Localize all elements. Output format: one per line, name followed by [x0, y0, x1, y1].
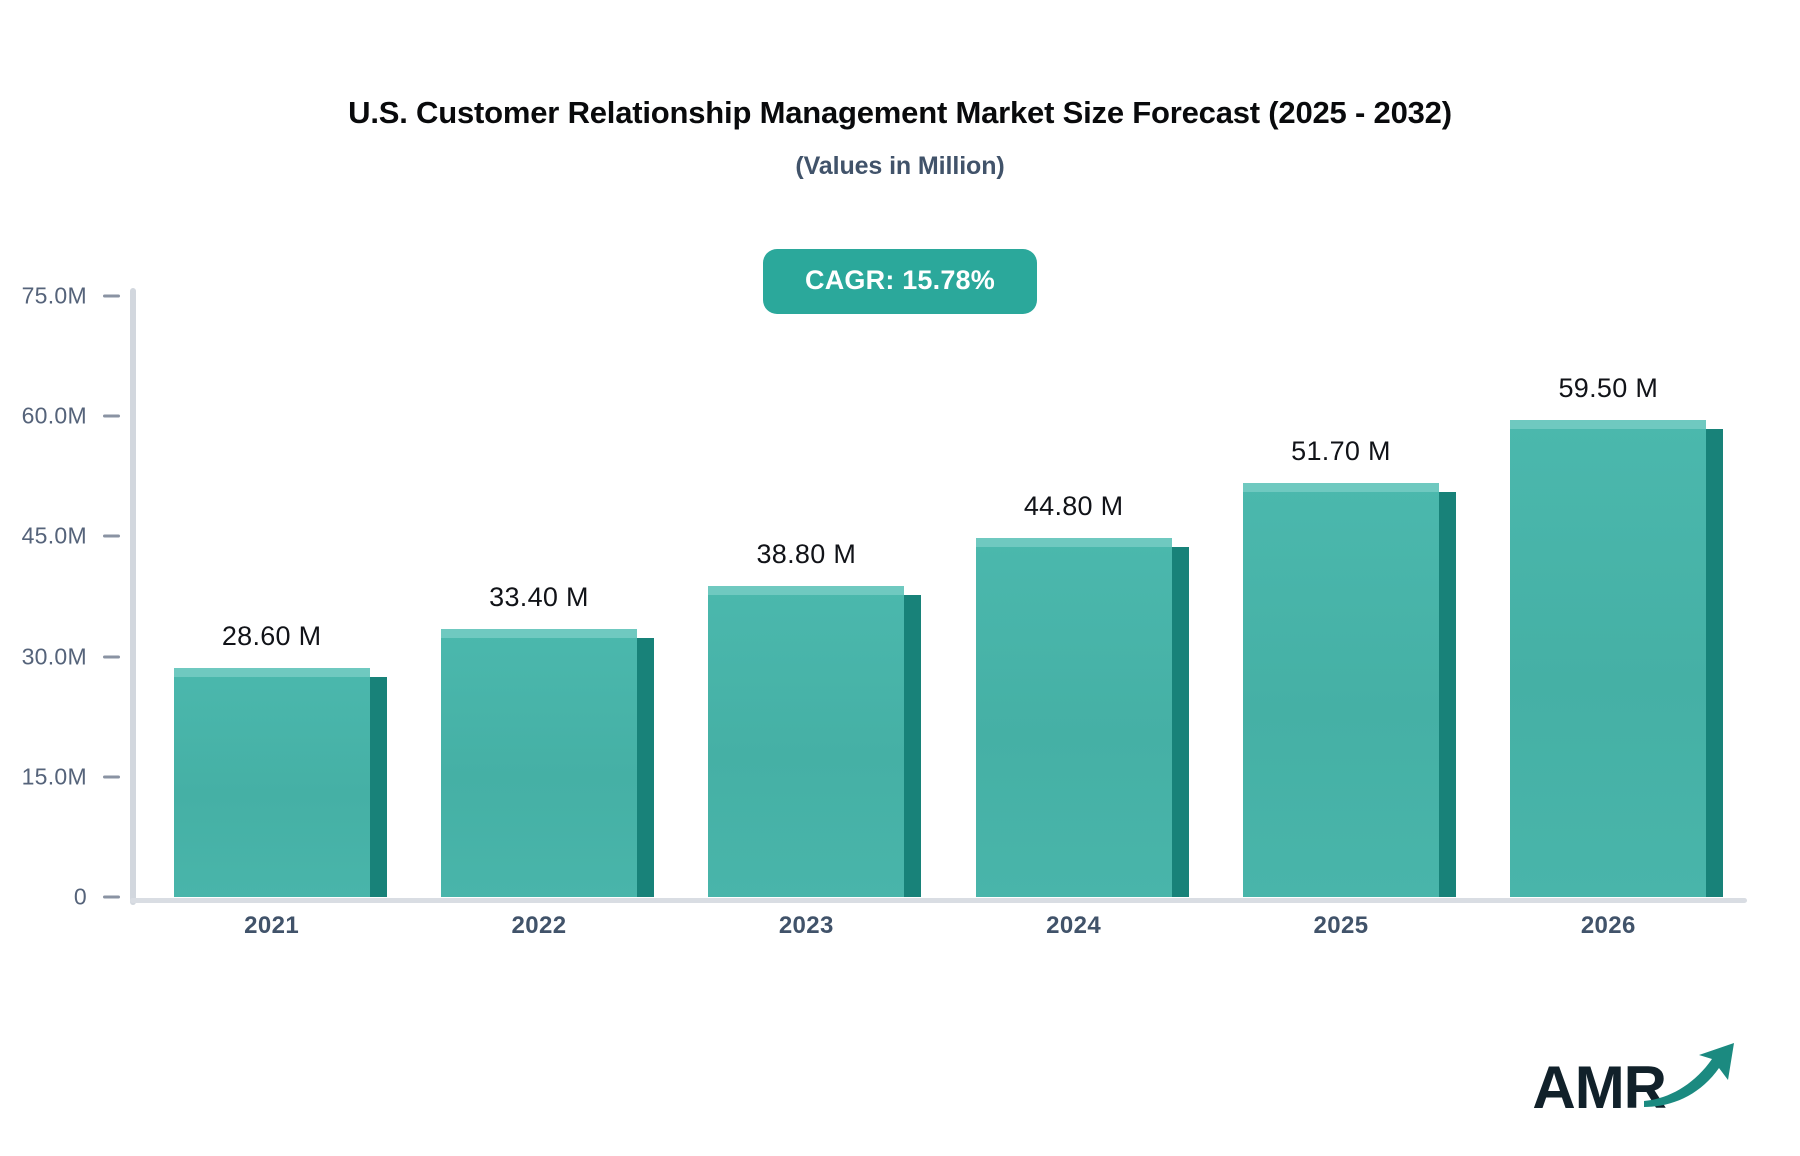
x-axis-tick-label: 2025	[1313, 912, 1369, 939]
bar-top-face	[441, 629, 637, 639]
x-axis-tick-label: 2026	[1580, 912, 1636, 939]
y-axis-tick-label: 45.0M	[21, 522, 87, 549]
chart-subtitle: (Values in Million)	[795, 152, 1005, 181]
bar[interactable]: 38.80 M	[708, 539, 922, 897]
y-axis-tick: 15.0M	[22, 763, 120, 790]
y-axis-tick-mark	[103, 294, 120, 298]
bar-front-face	[441, 629, 637, 897]
bar-front-face	[975, 538, 1172, 897]
cagr-badge-container: CAGR: 15.78%	[0, 249, 1800, 314]
bar-value-label: 51.70 M	[1291, 435, 1391, 466]
y-axis-tick-label: 75.0M	[21, 282, 87, 309]
bar-front-face	[1510, 420, 1707, 897]
bar-value-label: 38.80 M	[756, 539, 857, 570]
bar-front-face	[1243, 482, 1439, 897]
bar-side-face	[369, 676, 387, 897]
x-axis-labels: 2021 2022 2023 2024 2025 2026	[138, 912, 1742, 952]
bar[interactable]: 44.80 M	[975, 491, 1189, 897]
y-axis-tick-mark	[103, 895, 120, 899]
y-axis-tick-label: 30.0M	[21, 643, 87, 670]
page-title: U.S. Customer Relationship Management Ma…	[348, 95, 1452, 130]
bar[interactable]: 51.70 M	[1243, 436, 1456, 897]
y-axis-tick-mark	[103, 534, 120, 538]
bar-side-face	[1706, 429, 1724, 897]
bar-side-face	[637, 638, 654, 897]
bar-top-face	[975, 538, 1172, 548]
y-axis-tick: 75.0M	[22, 283, 120, 310]
bar-value-label: 33.40 M	[489, 582, 589, 613]
bar-side-face	[904, 595, 922, 897]
bar-value-label: 59.50 M	[1558, 373, 1659, 404]
bar-top-face	[1243, 482, 1439, 492]
y-axis-tick: 30.0M	[22, 643, 120, 670]
y-axis-tick: 45.0M	[22, 523, 120, 550]
growth-arrow-icon	[1642, 1039, 1738, 1114]
y-axis-tick-label: 60.0M	[21, 402, 87, 429]
bar-top-face	[708, 586, 905, 596]
y-axis-tick: 60.0M	[22, 403, 120, 430]
y-axis-line	[130, 288, 136, 905]
bar-top-face	[173, 667, 370, 677]
bar-side-face	[1171, 547, 1189, 897]
x-axis-tick-label: 2021	[244, 912, 300, 939]
x-axis-tick-label: 2024	[1046, 912, 1102, 939]
x-axis-line	[130, 898, 1747, 903]
chart-header: U.S. Customer Relationship Management Ma…	[0, 95, 1800, 181]
bar-side-face	[1439, 491, 1456, 897]
amr-logo[interactable]: AMR	[1532, 1034, 1738, 1118]
x-axis-tick-label: 2023	[778, 912, 834, 939]
bar[interactable]: 59.50 M	[1510, 373, 1724, 897]
y-axis-tick: 0	[74, 884, 120, 911]
bar-value-label: 44.80 M	[1023, 491, 1124, 522]
bar[interactable]: 33.40 M	[441, 582, 654, 897]
y-axis-tick-label: 0	[73, 883, 87, 910]
logo-wordmark: AMR	[1532, 1054, 1667, 1121]
y-axis-tick-mark	[103, 655, 120, 659]
y-axis-tick-mark	[103, 414, 120, 418]
plot-area: 28.60 M 33.40 M 38.80 M 44.80 M 51.70 M 59.50…	[22, 283, 1747, 910]
bar-series: 28.60 M 33.40 M 38.80 M 44.80 M 51.70 M 59.50…	[138, 296, 1742, 897]
bar[interactable]: 28.60 M	[173, 621, 387, 897]
y-axis-tick-label: 15.0M	[21, 763, 87, 790]
bar-front-face	[173, 667, 370, 897]
bar-top-face	[1510, 420, 1707, 430]
bar-front-face	[708, 586, 905, 897]
x-axis-tick-label: 2022	[511, 912, 567, 939]
y-axis-tick-mark	[103, 775, 120, 779]
bar-value-label: 28.60 M	[221, 620, 322, 651]
status-badge-cagr[interactable]: CAGR: 15.78%	[763, 249, 1037, 314]
